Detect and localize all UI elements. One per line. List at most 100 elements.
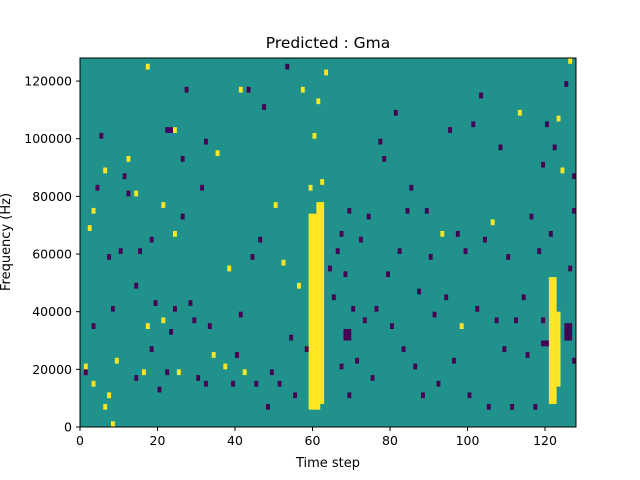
heatmap-cell	[145, 323, 150, 329]
heatmap-cell	[335, 248, 340, 255]
heatmap-cell	[91, 207, 96, 214]
heatmap-cell	[107, 392, 111, 399]
heatmap-cell	[560, 167, 565, 174]
heatmap-cell	[161, 202, 166, 208]
x-axis: 0 20 40 60 80 100 120	[76, 427, 557, 448]
x-tick-label: 40	[227, 433, 243, 448]
heatmap-cell	[173, 230, 177, 237]
heatmap-block	[308, 213, 321, 410]
heatmap-cell	[266, 403, 270, 410]
heatmap-cell	[541, 317, 545, 324]
heatmap-cell	[238, 86, 243, 93]
heatmap-cell	[114, 357, 119, 364]
heatmap-cell	[486, 403, 491, 410]
heatmap-cell	[304, 346, 309, 353]
y-axis-label: Frequency (Hz)	[0, 193, 14, 291]
heatmap-cell	[83, 369, 88, 376]
heatmap-cell	[382, 156, 387, 162]
heatmap-cell	[200, 184, 204, 191]
y-tick-label: 60000	[32, 247, 72, 262]
heatmap-cell	[510, 403, 514, 410]
heatmap-cell	[184, 86, 189, 93]
y-tick-label: 40000	[32, 304, 72, 319]
heatmap-cell	[91, 380, 96, 387]
heatmap-cell	[366, 213, 371, 220]
heatmap-cell	[204, 138, 208, 145]
heatmap-cell	[514, 317, 518, 324]
heatmap-cell	[506, 254, 511, 260]
heatmap-cell	[413, 363, 418, 370]
heatmap-cell	[149, 236, 154, 243]
heatmap-cell	[483, 236, 487, 243]
heatmap-cell	[277, 380, 282, 387]
heatmap-block	[564, 323, 573, 341]
x-tick-label: 0	[76, 433, 84, 448]
heatmap-cell	[339, 363, 344, 370]
heatmap-cell	[409, 184, 414, 191]
heatmap-cell	[83, 363, 88, 370]
heatmap-cells	[83, 58, 576, 427]
x-tick-label: 80	[382, 433, 398, 448]
heatmap-cell	[223, 363, 228, 370]
heatmap-cell	[556, 115, 561, 122]
heatmap-cell	[494, 317, 499, 324]
x-tick-label: 120	[533, 433, 557, 448]
heatmap-cell	[173, 127, 177, 133]
heatmap-cell	[440, 230, 445, 237]
heatmap-cell	[401, 346, 406, 353]
heatmap-cell	[316, 98, 321, 105]
heatmap-cell	[459, 323, 464, 329]
heatmap-cell	[448, 127, 452, 133]
heatmap-cell	[262, 104, 266, 110]
heatmap-cell	[281, 259, 286, 266]
heatmap-cell	[324, 69, 328, 76]
heatmap-block	[556, 311, 561, 387]
heatmap-cell	[215, 150, 220, 157]
heatmap-cell	[293, 392, 297, 399]
heatmap-cell	[541, 161, 545, 168]
x-tick-label: 100	[456, 433, 480, 448]
heatmap-cell	[157, 386, 162, 393]
heatmap-cell	[238, 311, 243, 318]
heatmap-cell	[424, 207, 429, 214]
heatmap-cell	[300, 86, 305, 93]
heatmap-cell	[370, 375, 375, 381]
heatmap-cell	[246, 86, 251, 93]
heatmap-cell	[285, 63, 290, 70]
heatmap-cell	[339, 230, 344, 237]
heatmap-cell	[126, 190, 131, 197]
heatmap-cell	[490, 219, 495, 226]
heatmap-cell	[165, 369, 170, 376]
heatmap-cell	[211, 352, 216, 358]
heatmap-cell	[161, 317, 166, 324]
heatmap-cell	[126, 156, 131, 162]
heatmap-cell	[347, 392, 352, 399]
y-tick-label: 100000	[24, 131, 72, 146]
chart-title: Predicted : Gma	[266, 34, 390, 52]
y-tick-label: 20000	[32, 362, 72, 377]
heatmap-cell	[95, 184, 100, 191]
heatmap-cell	[564, 81, 569, 87]
heatmap-cell	[134, 282, 139, 289]
heatmap-block	[343, 328, 352, 341]
heatmap-cell	[475, 305, 480, 312]
heatmap-cell	[467, 392, 472, 399]
heatmap-cell	[328, 265, 332, 272]
y-tick-label: 0	[64, 420, 72, 435]
plot-frame	[79, 57, 577, 428]
heatmap-cell	[521, 294, 526, 301]
x-tick-label: 60	[305, 433, 321, 448]
heatmap-cell	[180, 213, 185, 220]
heatmap-cell	[242, 369, 247, 376]
heatmap-cell	[118, 248, 123, 255]
heatmap-cell	[103, 403, 108, 410]
heatmap-cell	[169, 328, 173, 335]
heatmap-cell	[122, 173, 127, 180]
heatmap-cell	[405, 207, 410, 214]
heatmap-cell	[378, 138, 383, 145]
heatmap-cell	[525, 352, 530, 358]
heatmap-block	[548, 277, 557, 404]
heatmap-cell	[455, 230, 460, 237]
x-tick-label: 20	[150, 433, 166, 448]
